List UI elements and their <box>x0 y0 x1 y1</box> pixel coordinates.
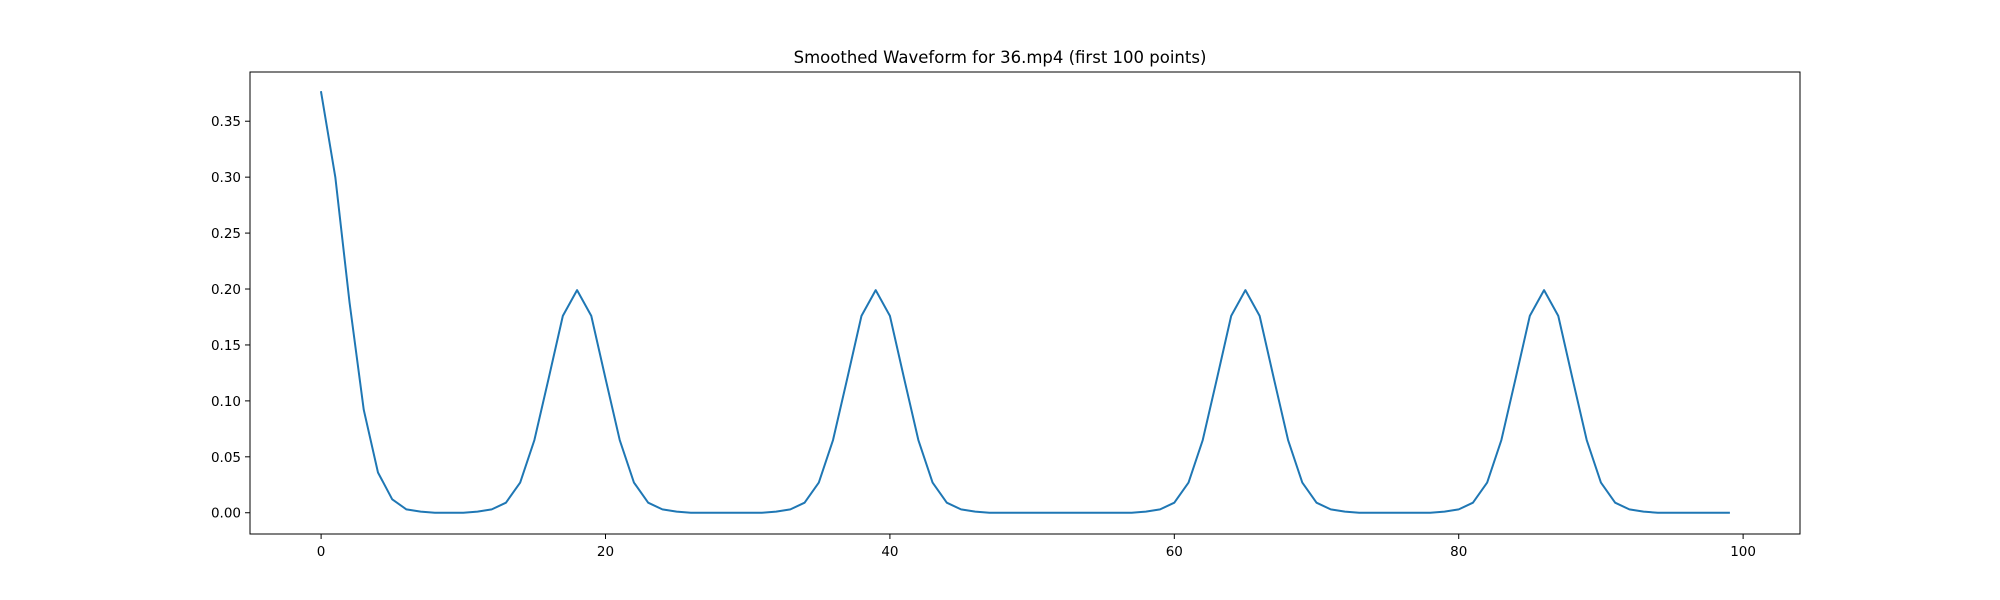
x-axis: 0 20 40 60 80 100 <box>317 534 1756 560</box>
x-tick-label: 40 <box>881 544 898 560</box>
x-tick-label: 0 <box>317 544 326 560</box>
x-tick-label: 20 <box>597 544 614 560</box>
chart-title: Smoothed Waveform for 36.mp4 (first 100 … <box>794 48 1207 67</box>
y-tick-label: 0.05 <box>211 450 241 466</box>
x-tick-label: 80 <box>1450 544 1467 560</box>
y-tick-label: 0.10 <box>211 394 241 410</box>
x-tick-label: 100 <box>1730 544 1756 560</box>
y-tick-label: 0.30 <box>211 170 241 186</box>
axes-frame <box>249 71 1801 535</box>
y-axis: 0.00 0.05 0.10 0.15 0.20 0.25 0.30 0.35 <box>211 114 250 522</box>
y-tick-label: 0.25 <box>211 226 241 242</box>
y-tick-label: 0.35 <box>211 114 241 130</box>
y-tick-label: 0.15 <box>211 338 241 354</box>
y-tick-label: 0.20 <box>211 282 241 298</box>
series-line-0 <box>319 90 1730 514</box>
plot-area <box>319 90 1730 514</box>
y-tick-label: 0.00 <box>211 506 241 522</box>
x-tick-label: 60 <box>1166 544 1183 560</box>
